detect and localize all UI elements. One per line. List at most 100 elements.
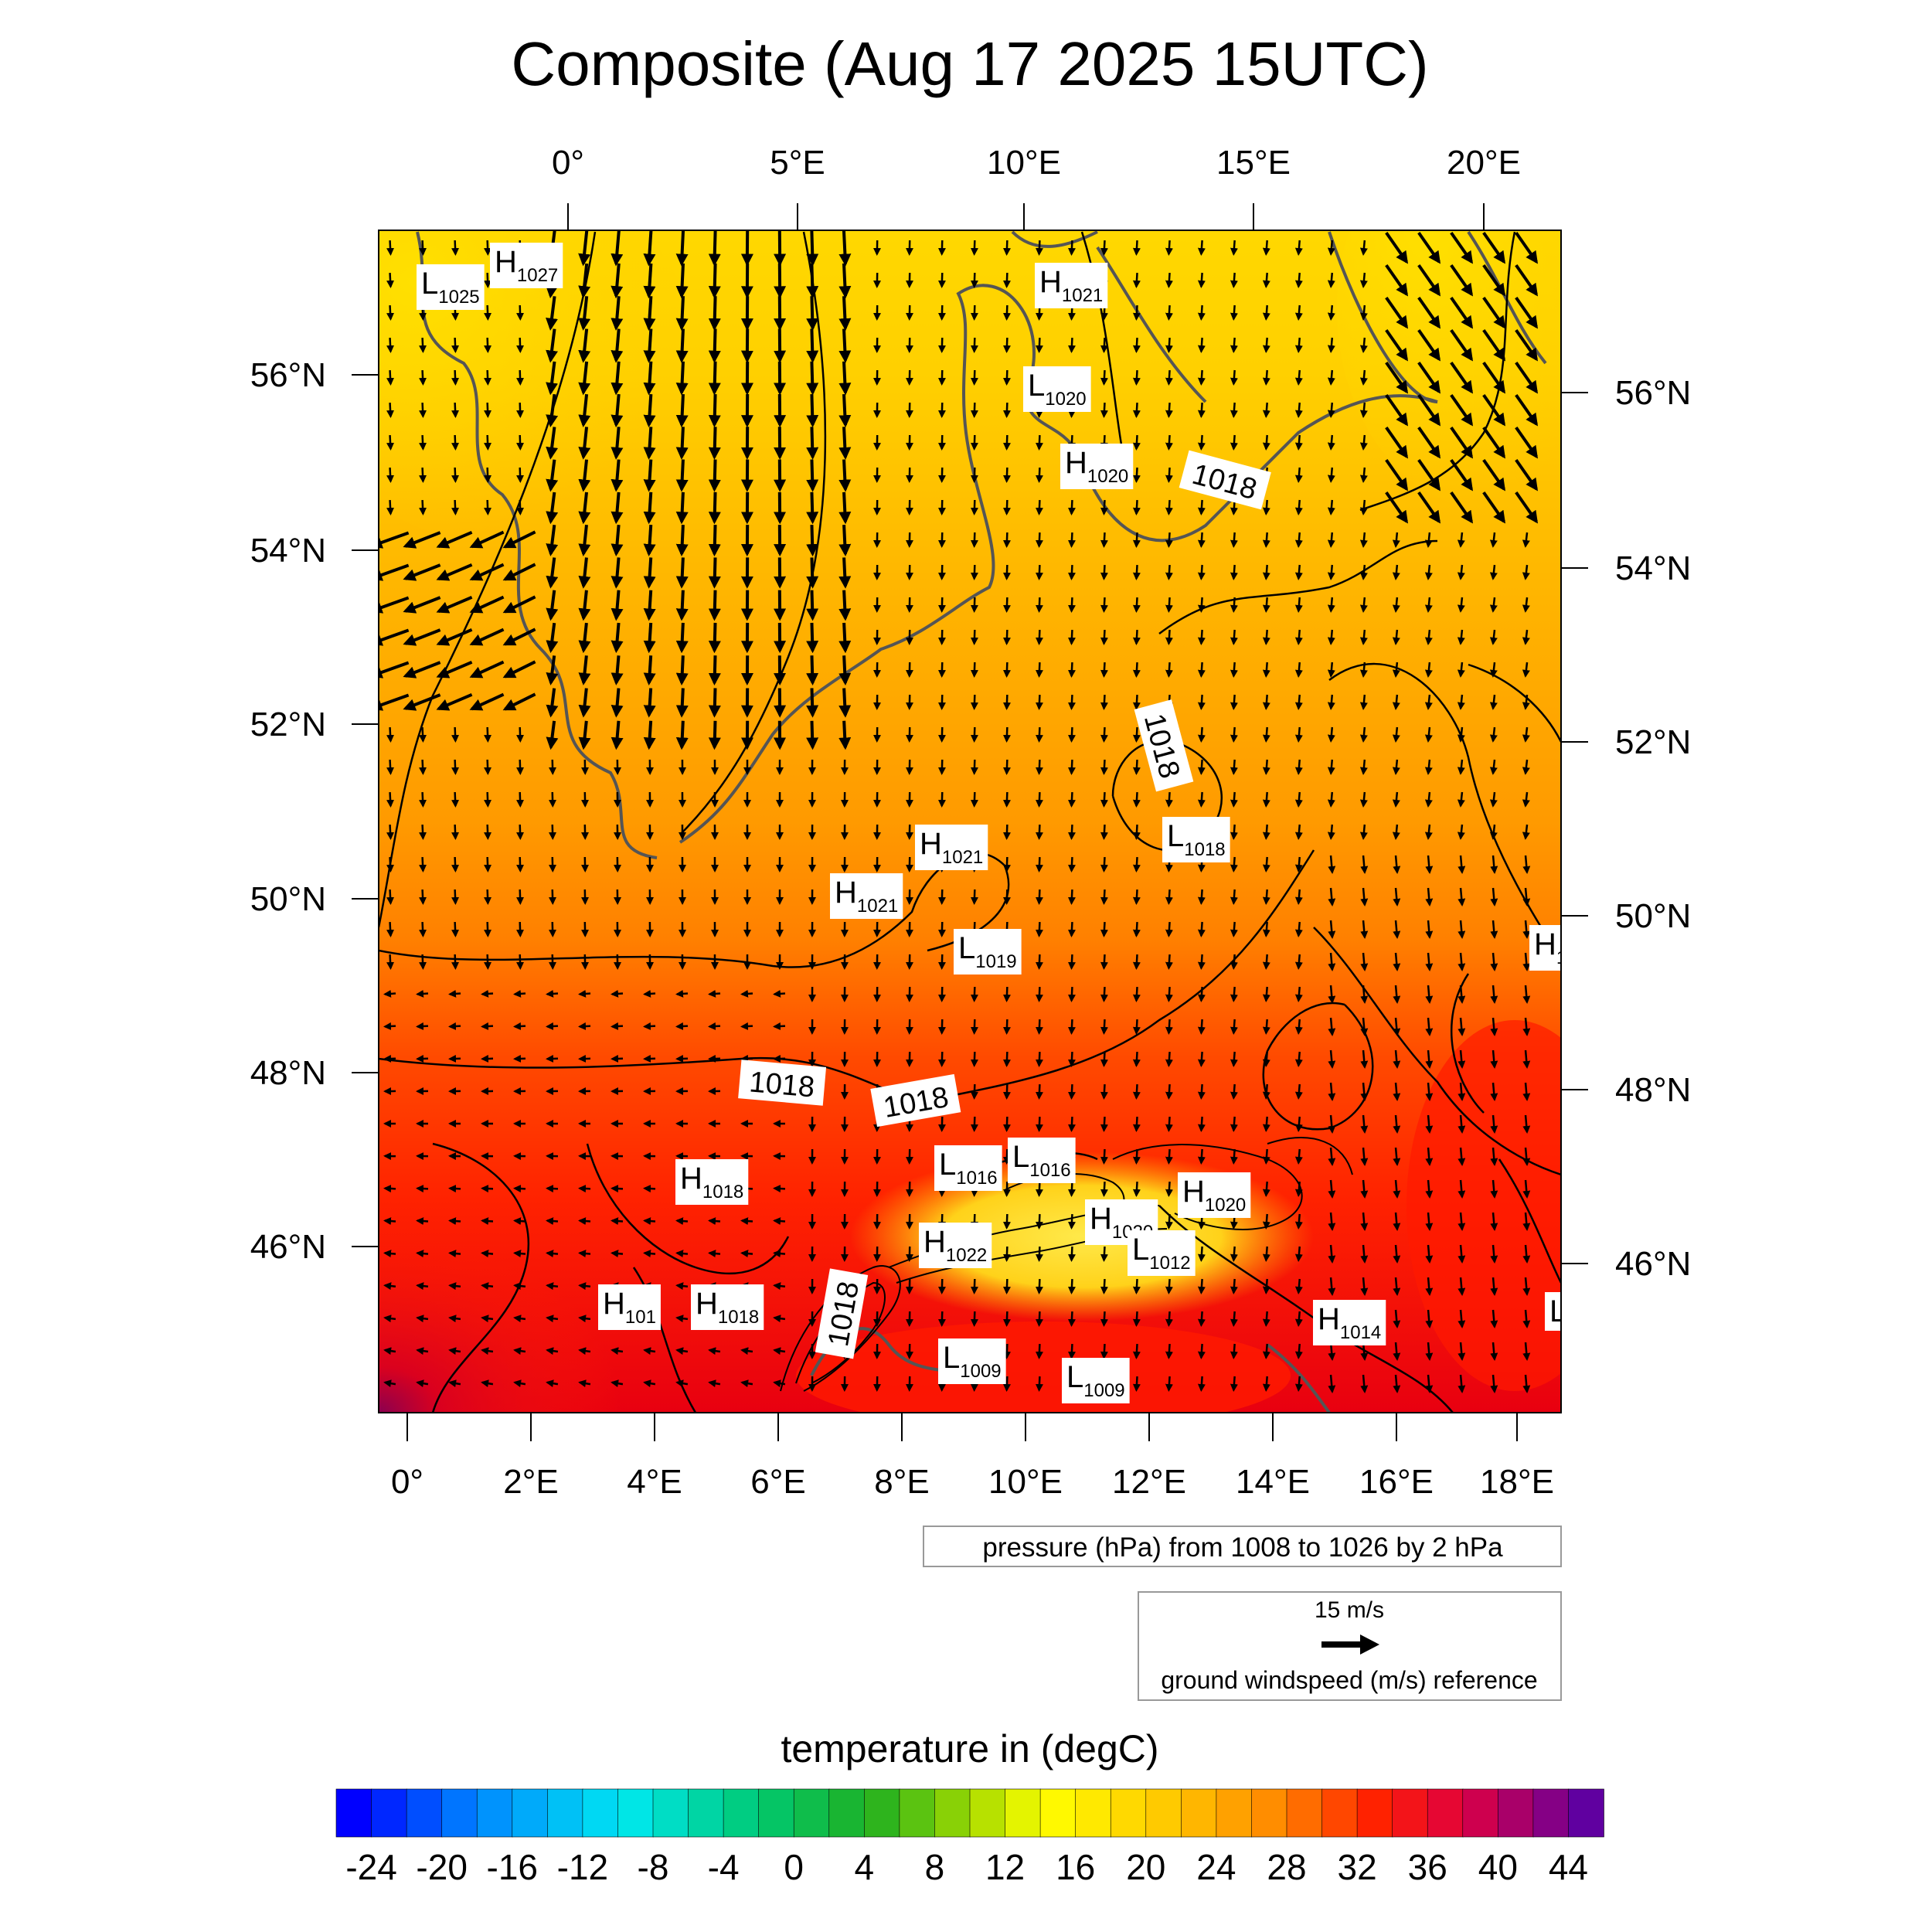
wind-arrow xyxy=(806,361,819,396)
wind-arrow xyxy=(578,1022,591,1030)
wind-arrow xyxy=(1197,499,1206,515)
wind-arrow xyxy=(1328,1374,1336,1393)
wind-arrow xyxy=(1327,304,1335,321)
wind-arrow xyxy=(838,427,852,460)
wind-arrow xyxy=(773,989,786,998)
wind-arrow xyxy=(1262,369,1270,386)
wind-arrow xyxy=(1328,920,1336,939)
wind-arrow xyxy=(1165,662,1173,678)
wind-arrow xyxy=(1035,824,1043,840)
map-frame xyxy=(378,230,1562,1413)
left-lat-label: 56°N xyxy=(250,356,326,394)
wind-arrow xyxy=(937,629,946,645)
wind-arrow xyxy=(1230,1343,1238,1359)
wind-arrow xyxy=(1197,791,1206,808)
colorbar-cell xyxy=(1251,1788,1287,1838)
wind-arrow xyxy=(838,230,852,267)
wind-arrow xyxy=(403,531,441,549)
wind-arrow xyxy=(1035,954,1043,970)
wind-arrow xyxy=(1294,272,1303,288)
wind-arrow xyxy=(1489,694,1498,710)
bottom-lon-label: 12°E xyxy=(1112,1463,1186,1501)
wind-arrow xyxy=(937,337,946,353)
wind-arrow xyxy=(643,263,656,299)
wind-arrow xyxy=(1132,986,1141,1002)
wind-arrow xyxy=(1035,337,1043,353)
colorbar-tick-label: 0 xyxy=(784,1847,804,1887)
wind-arrow xyxy=(1294,532,1303,548)
wind-arrow xyxy=(937,921,946,937)
wind-arrow xyxy=(1294,824,1303,840)
wind-arrow xyxy=(1067,1019,1076,1035)
svg-text:L1009: L1009 xyxy=(943,1341,1002,1382)
wind-arrow xyxy=(1417,297,1441,329)
wind-arrow xyxy=(643,1347,656,1355)
wind-arrow xyxy=(502,692,536,711)
wind-arrow xyxy=(1262,564,1270,580)
left-lat-label: 48°N xyxy=(250,1054,326,1092)
wind-arrow xyxy=(1515,394,1539,427)
wind-arrow xyxy=(1100,240,1108,256)
wind-arrow xyxy=(1294,629,1303,645)
wind-arrow xyxy=(708,1022,721,1030)
bottom-lon-label: 4°E xyxy=(627,1463,682,1501)
wind-arrow xyxy=(1100,1311,1108,1327)
wind-arrow xyxy=(1002,629,1011,645)
wind-arrow xyxy=(1450,264,1474,297)
wind-arrow xyxy=(1067,564,1076,580)
wind-arrow xyxy=(1490,1374,1498,1393)
wind-arrow xyxy=(1393,1212,1401,1231)
wind-arrow xyxy=(1100,1246,1108,1262)
wind-arrow xyxy=(937,759,946,775)
wind-arrow xyxy=(1482,232,1506,264)
wind-arrow xyxy=(611,230,624,267)
pressure-center-label: L1012 xyxy=(1128,1230,1196,1276)
wind-arrow xyxy=(1035,1051,1043,1067)
wind-arrow xyxy=(516,759,525,775)
wind-arrow xyxy=(1328,1212,1336,1231)
wind-arrow xyxy=(1132,304,1141,321)
wind-arrow xyxy=(937,597,946,613)
wind-arrow xyxy=(1385,427,1409,459)
colorbar-cell xyxy=(723,1788,760,1838)
wind-arrow xyxy=(1035,1116,1043,1132)
wind-arrow xyxy=(578,720,591,750)
wind-arrow xyxy=(546,720,559,750)
wind-arrow xyxy=(838,361,852,396)
wind-arrow xyxy=(1393,1342,1401,1361)
wind-arrow xyxy=(1393,985,1401,1004)
wind-arrow xyxy=(1425,1017,1434,1036)
wind-arrow xyxy=(1132,791,1141,808)
wind-arrow xyxy=(643,720,656,750)
wind-arrow xyxy=(1067,1311,1076,1327)
colorbar-tick-label: 8 xyxy=(925,1847,945,1887)
wind-arrow xyxy=(1100,629,1108,645)
wind-arrow xyxy=(1515,459,1539,492)
wind-arrow xyxy=(1522,1017,1531,1036)
wind-arrow xyxy=(1100,1051,1108,1067)
svg-text:H1020: H1020 xyxy=(1182,1175,1246,1216)
wind-arrow xyxy=(1490,1244,1498,1264)
wind-arrow xyxy=(1230,1051,1238,1067)
wind-arrow xyxy=(1360,1277,1369,1296)
hot-region-southeast xyxy=(1406,1020,1561,1391)
wind-arrow xyxy=(1197,1278,1206,1294)
wind-arrow xyxy=(773,1315,786,1323)
wind-arrow xyxy=(708,655,721,685)
wind-arrow xyxy=(1359,272,1368,288)
wind-arrow xyxy=(1458,1017,1466,1036)
top-longitude-labels: 0° 5°E 10°E 15°E 20°E xyxy=(552,144,1521,182)
wind-arrow xyxy=(1294,434,1303,451)
wind-arrow xyxy=(1392,791,1400,808)
wind-arrow xyxy=(1328,1277,1336,1296)
wind-arrow xyxy=(1490,1342,1498,1361)
wind-arrow xyxy=(806,263,819,299)
wind-arrow xyxy=(675,393,689,428)
wind-arrow xyxy=(1197,1343,1206,1359)
colorbar-cell xyxy=(652,1788,689,1838)
wind-arrow xyxy=(1100,889,1108,905)
wind-arrow xyxy=(1165,1051,1173,1067)
wind-arrow xyxy=(1002,337,1011,353)
wind-arrow xyxy=(1035,467,1043,483)
wind-arrow xyxy=(1230,629,1238,645)
